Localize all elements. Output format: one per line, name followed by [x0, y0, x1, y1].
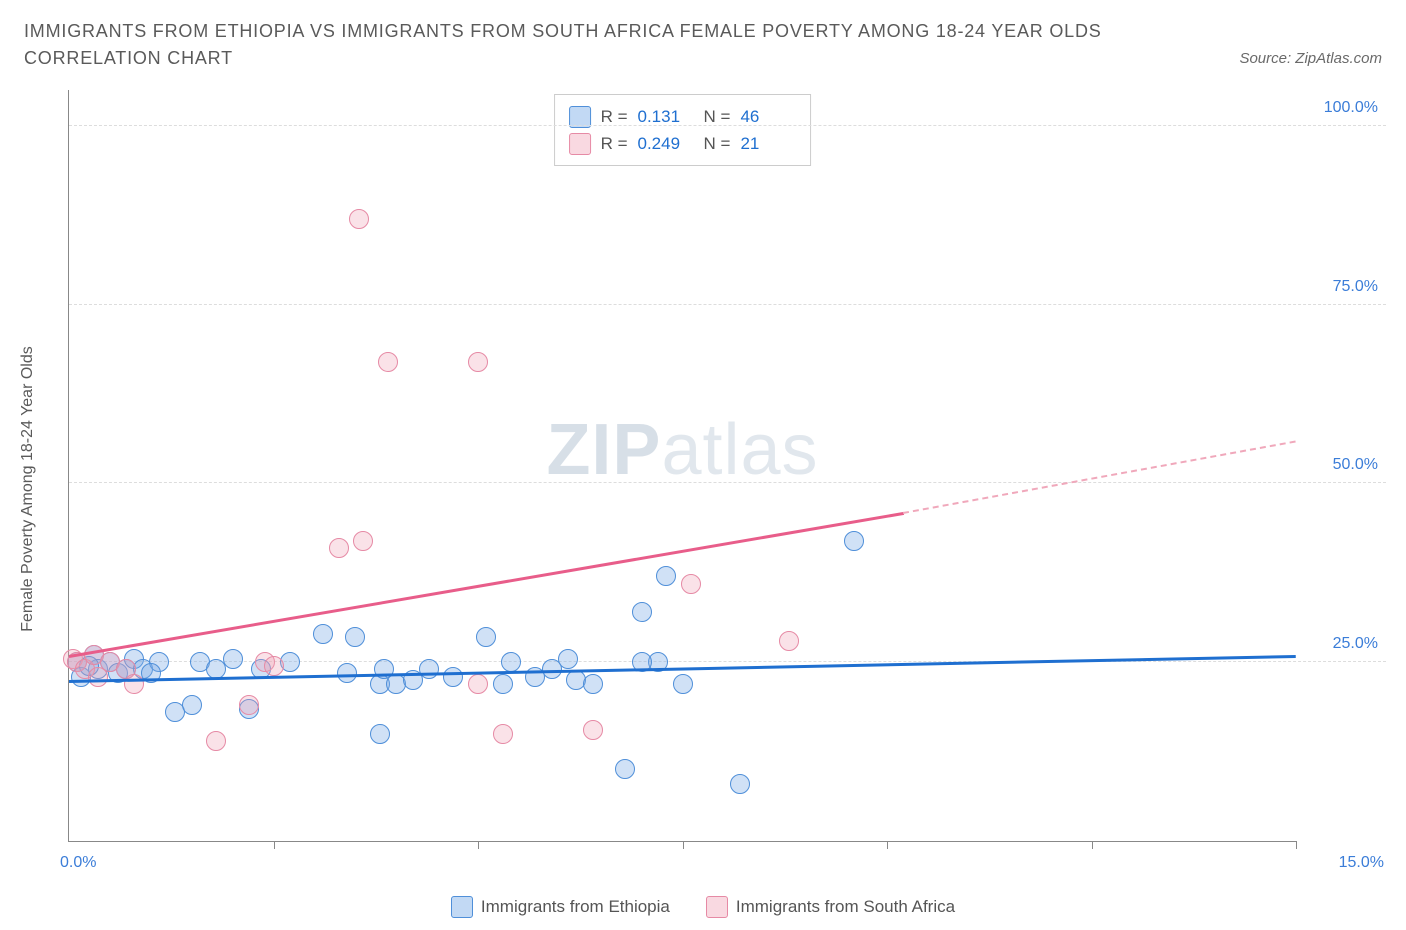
scatter-point: [264, 656, 284, 676]
x-tick: [683, 841, 684, 849]
stats-row: R = 0.249 N = 21: [569, 130, 797, 157]
scatter-point: [583, 674, 603, 694]
watermark-zip: ZIP: [546, 410, 661, 490]
scatter-point: [615, 759, 635, 779]
n-label: N =: [704, 130, 731, 157]
y-tick-label: 50.0%: [1333, 456, 1378, 474]
scatter-point: [370, 724, 390, 744]
scatter-point: [329, 538, 349, 558]
scatter-point: [182, 695, 202, 715]
scatter-point: [353, 531, 373, 551]
source-label: Source: ZipAtlas.com: [1239, 50, 1382, 67]
swatch-icon: [451, 896, 473, 918]
x-max-label: 15.0%: [1339, 854, 1384, 872]
y-tick-label: 100.0%: [1324, 99, 1378, 117]
stats-row: R = 0.131 N = 46: [569, 103, 797, 130]
scatter-point: [206, 731, 226, 751]
r-label: R =: [601, 103, 628, 130]
scatter-point: [558, 649, 578, 669]
scatter-point: [673, 674, 693, 694]
scatter-point: [443, 667, 463, 687]
x-origin-label: 0.0%: [60, 854, 96, 872]
scatter-point: [378, 352, 398, 372]
scatter-point: [313, 624, 333, 644]
scatter-point: [844, 531, 864, 551]
watermark: ZIPatlas: [546, 409, 818, 491]
stats-legend: R = 0.131 N = 46 R = 0.249 N = 21: [554, 94, 812, 166]
scatter-point: [349, 209, 369, 229]
scatter-point: [239, 695, 259, 715]
y-axis-label: Female Poverty Among 18-24 Year Olds: [19, 346, 37, 632]
legend-item: Immigrants from Ethiopia: [451, 896, 670, 918]
scatter-point: [337, 663, 357, 683]
scatter-point: [419, 659, 439, 679]
r-value: 0.131: [638, 103, 694, 130]
chart-title: IMMIGRANTS FROM ETHIOPIA VS IMMIGRANTS F…: [24, 18, 1124, 72]
n-value: 21: [740, 130, 796, 157]
plot-area: ZIPatlas R = 0.131 N = 46 R = 0.249 N = …: [68, 90, 1296, 842]
scatter-point: [345, 627, 365, 647]
n-label: N =: [704, 103, 731, 130]
trend-line-dashed: [903, 440, 1296, 513]
scatter-point: [681, 574, 701, 594]
scatter-point: [468, 674, 488, 694]
scatter-point: [468, 352, 488, 372]
gridline: [69, 482, 1386, 483]
x-tick: [1092, 841, 1093, 849]
r-value: 0.249: [638, 130, 694, 157]
scatter-point: [223, 649, 243, 669]
x-tick: [478, 841, 479, 849]
watermark-atlas: atlas: [661, 410, 818, 490]
scatter-point: [779, 631, 799, 651]
legend-item: Immigrants from South Africa: [706, 896, 955, 918]
r-label: R =: [601, 130, 628, 157]
chart-area: Female Poverty Among 18-24 Year Olds ZIP…: [48, 90, 1386, 870]
y-tick-label: 75.0%: [1333, 278, 1378, 296]
scatter-point: [730, 774, 750, 794]
n-value: 46: [740, 103, 796, 130]
gridline: [69, 304, 1386, 305]
x-tick: [887, 841, 888, 849]
legend-label: Immigrants from South Africa: [736, 897, 955, 917]
scatter-point: [632, 602, 652, 622]
legend-label: Immigrants from Ethiopia: [481, 897, 670, 917]
scatter-point: [656, 566, 676, 586]
y-tick-label: 25.0%: [1333, 635, 1378, 653]
scatter-point: [124, 674, 144, 694]
swatch-icon: [569, 133, 591, 155]
bottom-legend: Immigrants from Ethiopia Immigrants from…: [0, 896, 1406, 918]
scatter-point: [583, 720, 603, 740]
swatch-icon: [706, 896, 728, 918]
scatter-point: [493, 674, 513, 694]
scatter-point: [476, 627, 496, 647]
gridline: [69, 125, 1386, 126]
scatter-point: [493, 724, 513, 744]
scatter-point: [501, 652, 521, 672]
x-tick: [1296, 841, 1297, 849]
x-tick: [274, 841, 275, 849]
header: IMMIGRANTS FROM ETHIOPIA VS IMMIGRANTS F…: [0, 0, 1406, 72]
